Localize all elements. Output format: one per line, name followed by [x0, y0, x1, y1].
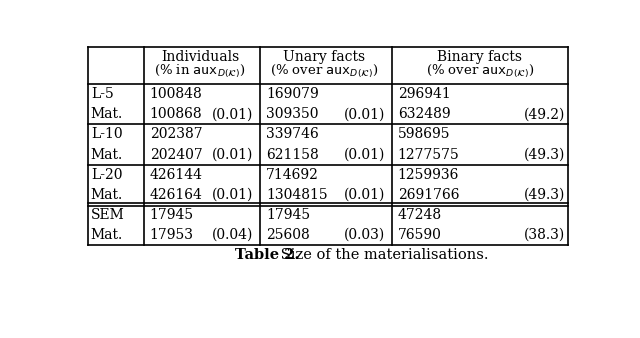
Text: (0.01): (0.01) — [344, 188, 385, 201]
Text: (38.3): (38.3) — [524, 227, 565, 242]
Text: 339746: 339746 — [266, 127, 319, 142]
Text: 100868: 100868 — [150, 107, 202, 121]
Text: 1304815: 1304815 — [266, 188, 328, 201]
Text: Size of the materialisations.: Size of the materialisations. — [276, 248, 489, 262]
Text: 598695: 598695 — [397, 127, 451, 142]
Text: Unary facts: Unary facts — [283, 50, 365, 64]
Text: (% over $\mathtt{aux}_{D(\mathcal{K})}$): (% over $\mathtt{aux}_{D(\mathcal{K})}$) — [426, 63, 534, 80]
Text: 17953: 17953 — [150, 227, 194, 242]
Text: 632489: 632489 — [397, 107, 451, 121]
Text: 1259936: 1259936 — [397, 168, 459, 182]
Text: Individuals: Individuals — [161, 50, 239, 64]
Text: (49.3): (49.3) — [524, 147, 565, 162]
Text: Mat.: Mat. — [91, 147, 123, 162]
Text: 17945: 17945 — [266, 208, 310, 222]
Text: 621158: 621158 — [266, 147, 319, 162]
Text: 426164: 426164 — [150, 188, 203, 201]
Text: SEM: SEM — [91, 208, 125, 222]
Text: (% over $\mathtt{aux}_{D(\mathcal{K})}$): (% over $\mathtt{aux}_{D(\mathcal{K})}$) — [270, 63, 378, 80]
Text: 17945: 17945 — [150, 208, 194, 222]
Text: (0.03): (0.03) — [344, 227, 385, 242]
Text: Mat.: Mat. — [91, 227, 123, 242]
Text: L-10: L-10 — [91, 127, 122, 142]
Text: 100848: 100848 — [150, 88, 202, 101]
Text: 1277575: 1277575 — [397, 147, 460, 162]
Text: 169079: 169079 — [266, 88, 319, 101]
Text: L-20: L-20 — [91, 168, 122, 182]
Text: 426144: 426144 — [150, 168, 203, 182]
Text: (0.04): (0.04) — [212, 227, 253, 242]
Text: Mat.: Mat. — [91, 188, 123, 201]
Text: (0.01): (0.01) — [344, 107, 385, 121]
Text: Binary facts: Binary facts — [437, 50, 522, 64]
Text: L-5: L-5 — [91, 88, 114, 101]
Text: 714692: 714692 — [266, 168, 319, 182]
Text: 2691766: 2691766 — [397, 188, 460, 201]
Text: (0.01): (0.01) — [212, 147, 253, 162]
Text: 309350: 309350 — [266, 107, 319, 121]
Text: 25608: 25608 — [266, 227, 310, 242]
Text: (0.01): (0.01) — [344, 147, 385, 162]
Text: 202387: 202387 — [150, 127, 202, 142]
Text: 202407: 202407 — [150, 147, 202, 162]
Text: Table 2.: Table 2. — [236, 248, 300, 262]
Text: 296941: 296941 — [397, 88, 451, 101]
Text: Mat.: Mat. — [91, 107, 123, 121]
Text: (0.01): (0.01) — [212, 107, 253, 121]
Text: 76590: 76590 — [397, 227, 442, 242]
Text: (0.01): (0.01) — [212, 188, 253, 201]
Text: (49.2): (49.2) — [524, 107, 565, 121]
Text: (% in $\mathtt{aux}_{D(\mathcal{K})}$): (% in $\mathtt{aux}_{D(\mathcal{K})}$) — [154, 63, 246, 80]
Text: 47248: 47248 — [397, 208, 442, 222]
Text: (49.3): (49.3) — [524, 188, 565, 201]
